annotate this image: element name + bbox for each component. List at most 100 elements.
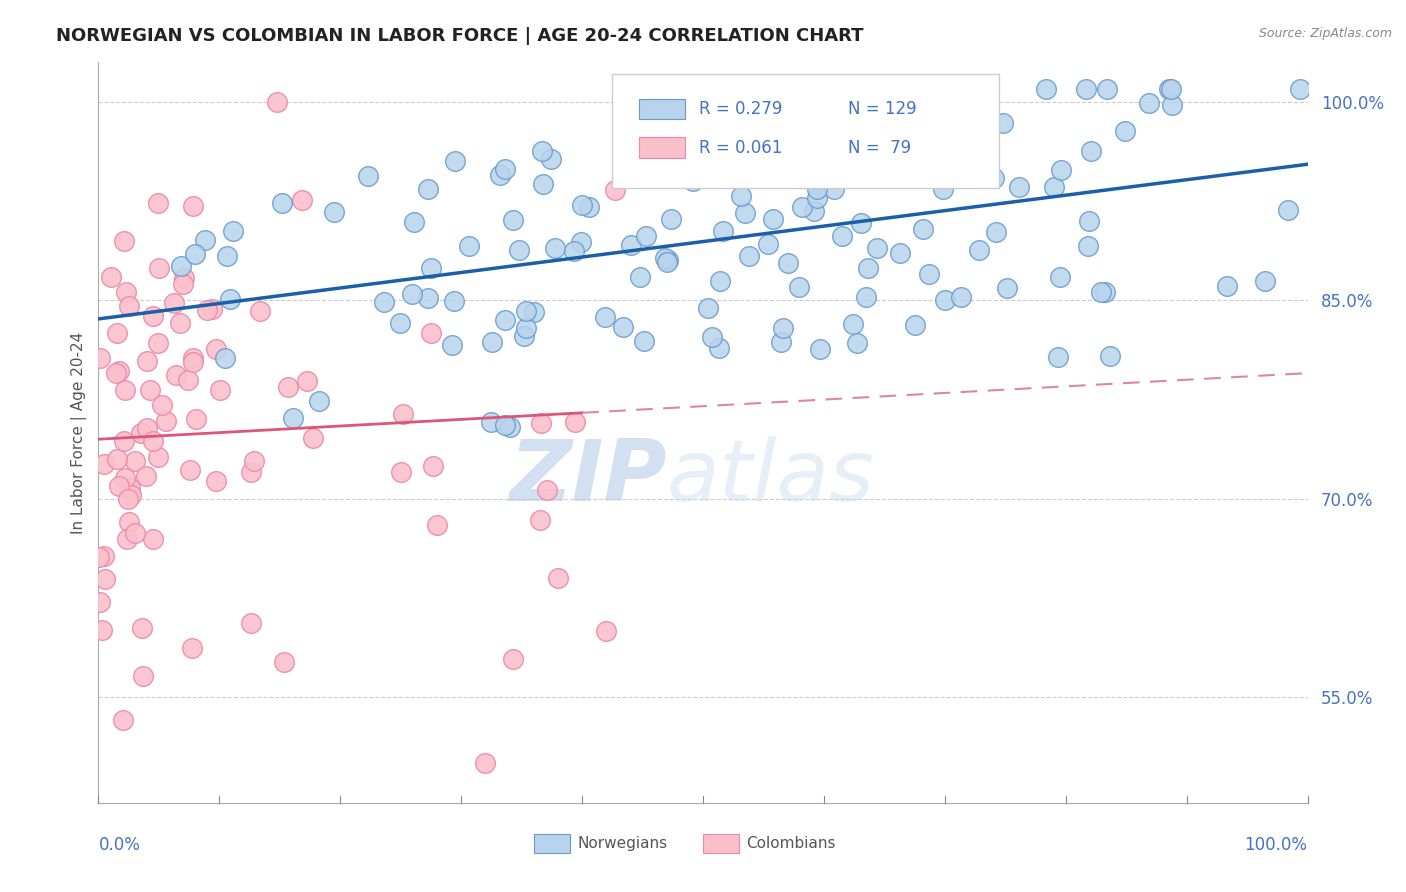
Point (659, 212, 682, 227)
Point (108, 478, 131, 492)
Point (124, 526, 146, 541)
Point (240, 616, 263, 631)
Point (513, 329, 536, 343)
Point (841, 317, 863, 331)
FancyBboxPatch shape (534, 834, 569, 853)
Point (655, 255, 678, 269)
Point (392, 407, 415, 421)
Point (93, 549, 115, 563)
Point (173, 270, 195, 285)
Point (808, 343, 831, 357)
Point (91, 623, 114, 637)
Point (494, 418, 516, 433)
Point (120, 488, 142, 502)
Point (118, 299, 141, 313)
Point (114, 234, 136, 248)
Point (195, 302, 218, 317)
Point (1035, 82, 1057, 96)
Point (494, 162, 516, 177)
Point (1254, 274, 1277, 288)
Point (792, 200, 814, 214)
Point (165, 368, 187, 382)
Point (564, 415, 586, 429)
Point (1080, 144, 1102, 158)
Point (1157, 82, 1180, 96)
Point (502, 213, 524, 227)
Point (806, 191, 828, 205)
Point (633, 334, 655, 348)
Point (762, 83, 785, 97)
Point (115, 285, 138, 299)
Point (896, 123, 918, 137)
Point (1074, 82, 1097, 96)
Point (1008, 180, 1031, 194)
Point (120, 481, 142, 495)
Point (910, 93, 932, 107)
Point (571, 198, 593, 212)
Point (136, 353, 159, 368)
Point (540, 153, 562, 167)
Point (124, 454, 146, 468)
Point (479, 415, 502, 429)
Point (523, 305, 546, 319)
Point (181, 199, 204, 213)
Point (1114, 124, 1136, 138)
Point (634, 229, 657, 244)
Point (718, 100, 741, 114)
Point (474, 756, 496, 771)
Point (277, 380, 299, 394)
Point (217, 249, 239, 263)
Point (762, 212, 785, 227)
Point (443, 294, 465, 309)
Point (935, 82, 957, 96)
Text: Source: ZipAtlas.com: Source: ZipAtlas.com (1258, 27, 1392, 40)
Point (458, 239, 481, 253)
Point (569, 235, 592, 249)
Point (271, 196, 294, 211)
Point (866, 241, 889, 255)
FancyBboxPatch shape (703, 834, 740, 853)
Point (1090, 285, 1112, 299)
Point (172, 277, 194, 291)
Point (148, 336, 170, 351)
Point (291, 193, 314, 207)
Point (499, 420, 522, 434)
Point (108, 364, 131, 378)
Point (114, 471, 136, 485)
Point (1277, 202, 1299, 217)
Point (918, 267, 941, 281)
Point (823, 182, 845, 196)
Point (440, 338, 463, 352)
Point (803, 204, 825, 219)
Point (416, 182, 439, 196)
Point (489, 168, 512, 182)
Point (1160, 82, 1182, 96)
Point (179, 463, 201, 477)
Point (239, 465, 262, 479)
Y-axis label: In Labor Force | Age 20-24: In Labor Force | Age 20-24 (72, 332, 87, 533)
Point (717, 167, 740, 181)
Point (118, 515, 141, 529)
Point (170, 259, 193, 273)
Point (131, 621, 153, 635)
Point (94, 573, 117, 587)
Point (132, 669, 155, 683)
Point (105, 452, 128, 467)
Text: 0.0%: 0.0% (98, 836, 141, 855)
Point (214, 351, 236, 365)
Point (201, 302, 224, 317)
Text: 100.0%: 100.0% (1244, 836, 1308, 855)
Point (769, 334, 792, 349)
Point (150, 398, 173, 412)
Point (1137, 96, 1160, 111)
Point (734, 206, 756, 220)
Point (142, 434, 165, 448)
Point (855, 290, 877, 304)
Point (208, 383, 231, 397)
Point (205, 342, 228, 356)
Point (1047, 350, 1070, 364)
Text: NORWEGIAN VS COLOMBIAN IN LABOR FORCE | AGE 20-24 CORRELATION CHART: NORWEGIAN VS COLOMBIAN IN LABOR FORCE | … (56, 27, 863, 45)
FancyBboxPatch shape (613, 73, 1000, 188)
Point (177, 373, 200, 387)
Text: R = 0.061: R = 0.061 (699, 138, 783, 157)
